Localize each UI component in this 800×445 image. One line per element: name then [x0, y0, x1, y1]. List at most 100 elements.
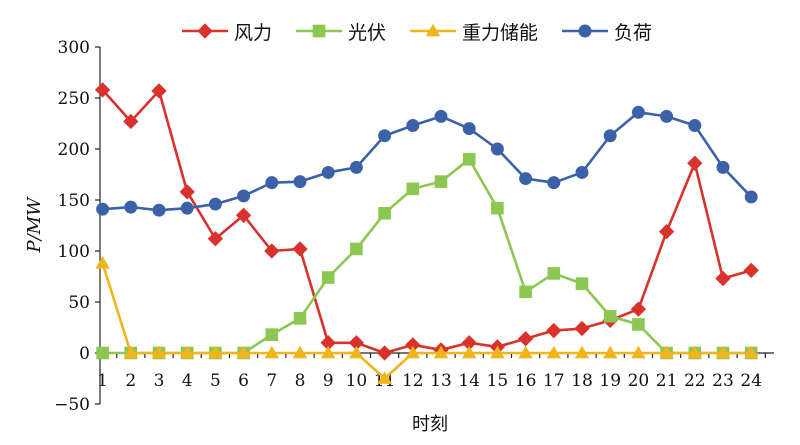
data-point [632, 318, 645, 331]
legend-label: 风力 [234, 21, 273, 44]
data-point [715, 270, 731, 287]
series-line [101, 262, 752, 380]
legend-marker [312, 24, 326, 38]
data-point [265, 176, 279, 190]
data-point [377, 371, 392, 384]
data-point [350, 242, 363, 256]
data-point [321, 271, 335, 284]
data-point [292, 345, 308, 359]
data-point [491, 201, 504, 215]
legend-marker [425, 23, 441, 37]
x-tick-label: 1 [97, 371, 108, 391]
data-point [96, 346, 109, 360]
data-point [433, 345, 449, 359]
x-tick-label: 4 [182, 371, 193, 391]
data-point [320, 335, 336, 351]
data-point [124, 200, 138, 214]
y-tick-label: 300 [58, 38, 90, 58]
series-line [102, 157, 752, 355]
data-point [462, 122, 476, 136]
data-point [207, 231, 224, 247]
x-tick-label: 22 [684, 371, 706, 391]
data-point [462, 152, 476, 166]
data-point [687, 155, 703, 171]
data-point [574, 345, 590, 359]
x-tick-label: 18 [571, 371, 593, 391]
data-point [687, 345, 702, 359]
data-point [461, 335, 477, 351]
data-point [95, 256, 110, 269]
data-point [321, 165, 335, 179]
data-point [715, 345, 731, 359]
x-tick-label: 24 [740, 371, 762, 391]
data-point [236, 345, 251, 359]
legend-item: 重力储能 [408, 18, 538, 45]
data-point [293, 175, 307, 189]
data-point [180, 345, 195, 359]
data-point [406, 182, 420, 196]
data-point [378, 206, 391, 220]
y-axis-label: P/MW [24, 196, 45, 254]
data-point [547, 267, 561, 280]
x-tick-label: 3 [154, 371, 165, 391]
data-point [434, 109, 448, 123]
data-point [490, 345, 505, 359]
x-tick-label: 19 [599, 371, 621, 391]
x-tick-label: 8 [295, 371, 306, 391]
data-point [743, 262, 759, 279]
series-1 [94, 82, 759, 361]
data-point [208, 345, 223, 359]
data-point [406, 119, 420, 133]
legend-swatch [410, 23, 457, 37]
x-tick-label: 12 [402, 371, 424, 391]
data-point [434, 175, 448, 188]
data-point [518, 345, 533, 359]
data-point [658, 223, 675, 240]
data-point [348, 335, 365, 351]
data-point [378, 129, 392, 143]
y-tick-label: −50 [54, 395, 90, 415]
legend-label: 重力储能 [462, 21, 539, 44]
data-point [519, 172, 533, 186]
series-line [101, 88, 752, 355]
data-point [376, 345, 393, 361]
data-point [660, 109, 674, 123]
data-point [630, 301, 647, 317]
x-tick-label: 15 [487, 371, 509, 391]
series-3 [95, 256, 759, 384]
data-point [490, 142, 504, 156]
data-point [631, 105, 645, 119]
legend-swatch [182, 23, 228, 39]
data-point [292, 241, 308, 257]
legend-swatch [562, 24, 609, 38]
data-point [123, 345, 138, 359]
y-tick-label: 150 [58, 191, 90, 211]
x-tick-label: 2 [125, 371, 136, 391]
data-point [264, 243, 280, 259]
legend-item: 负荷 [560, 18, 652, 45]
data-point [546, 345, 561, 359]
data-point [237, 189, 251, 203]
data-point [123, 113, 139, 130]
legend-label: 负荷 [614, 21, 653, 44]
data-point [265, 328, 279, 341]
data-point [179, 184, 195, 200]
data-point [519, 285, 532, 299]
data-point [575, 165, 589, 179]
data-point [349, 160, 363, 174]
data-point [94, 82, 111, 98]
x-tick-label: 6 [238, 371, 249, 391]
data-point [208, 197, 222, 211]
data-point [151, 345, 167, 359]
data-point [603, 309, 617, 323]
data-point [405, 337, 421, 353]
data-point [321, 345, 336, 359]
y-tick-label: 200 [58, 140, 90, 160]
legend-swatch [296, 24, 343, 38]
data-point [349, 345, 364, 359]
x-tick-label: 16 [515, 371, 537, 391]
data-point [603, 129, 617, 143]
series-layer [94, 82, 759, 384]
x-tick-label: 13 [430, 371, 452, 391]
x-tick-label: 23 [712, 371, 734, 391]
